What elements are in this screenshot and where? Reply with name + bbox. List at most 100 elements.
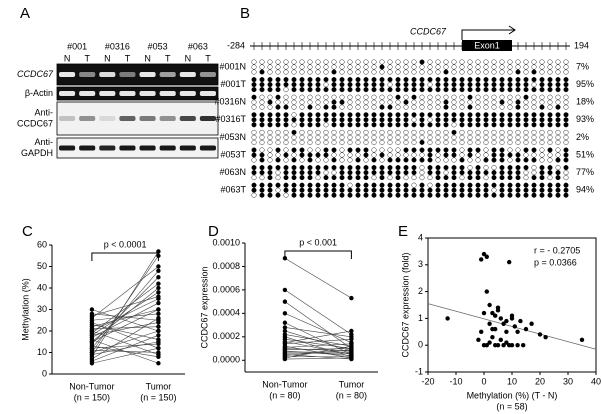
cpg-site — [259, 99, 265, 105]
pair-line — [284, 343, 352, 348]
cpg-site — [563, 59, 569, 65]
cpg-site — [315, 59, 321, 65]
point — [579, 337, 585, 343]
cpg-site — [507, 77, 513, 83]
cpg-site — [547, 99, 553, 105]
cpg-site — [283, 87, 289, 93]
gel-band — [179, 91, 196, 96]
cpg-site — [419, 170, 425, 176]
cpg-site — [403, 82, 409, 88]
cpg-site — [547, 129, 553, 135]
cpg-site — [539, 87, 545, 93]
cpg-site — [563, 87, 569, 93]
gel-row-label: CCDC67 — [17, 69, 54, 79]
cpg-site — [275, 187, 281, 193]
cpg-site — [339, 175, 345, 181]
gel-band — [119, 145, 136, 151]
y-tick-label: 0.0000 — [212, 355, 240, 365]
cpg-site — [307, 157, 313, 163]
cpg-site — [507, 147, 513, 153]
cpg-site — [475, 175, 481, 181]
lane-label: T — [125, 53, 131, 63]
cpg-site — [395, 104, 401, 110]
y-tick-label: 50 — [37, 261, 47, 271]
cpg-site — [467, 82, 473, 88]
methylation-row — [251, 165, 569, 181]
cpg-site — [491, 117, 497, 123]
cpg-site — [555, 187, 561, 193]
cpg-site — [475, 59, 481, 65]
cpg-site — [419, 182, 425, 188]
cpg-site — [499, 134, 505, 140]
cpg-site — [355, 170, 361, 176]
y-tick-label: 1 — [418, 313, 423, 323]
cpg-site — [403, 147, 409, 153]
cpg-site — [475, 122, 481, 128]
cpg-site — [459, 192, 465, 198]
point — [349, 336, 354, 342]
cpg-site — [531, 192, 537, 198]
cpg-site — [451, 122, 457, 128]
cpg-site — [411, 152, 417, 158]
cpg-site — [275, 122, 281, 128]
point — [156, 275, 161, 280]
cpg-site — [379, 104, 385, 110]
point — [445, 316, 450, 321]
cpg-site — [395, 192, 401, 198]
pair-line — [91, 322, 159, 336]
cpg-site — [427, 129, 433, 135]
cpg-site — [291, 59, 297, 65]
cpg-site — [459, 64, 465, 70]
point — [543, 334, 548, 340]
cpg-site — [251, 165, 257, 171]
pair-line — [284, 322, 352, 355]
cpg-site — [371, 59, 377, 65]
cpg-site — [395, 64, 401, 70]
cpg-site — [347, 87, 353, 93]
cpg-site — [435, 165, 441, 171]
cpg-site — [443, 64, 449, 70]
cpg-site — [491, 82, 497, 88]
annotation: p < 0.0001 — [104, 239, 147, 249]
x-tick-label: Tumor — [339, 379, 365, 389]
cpg-site — [499, 99, 505, 105]
cpg-site — [483, 117, 489, 123]
cpg-site — [323, 104, 329, 110]
cpg-site — [443, 187, 449, 193]
cpg-site — [275, 69, 281, 75]
cpg-site — [491, 64, 497, 70]
cpg-site — [347, 59, 353, 65]
cpg-site — [507, 99, 513, 105]
y-tick-label: 0 — [42, 368, 47, 378]
cpg-site — [267, 77, 273, 83]
percent-label: 94% — [576, 185, 594, 195]
cpg-site — [267, 182, 273, 188]
cpg-site — [507, 122, 513, 128]
cpg-site — [259, 87, 265, 93]
cpg-site — [331, 157, 337, 163]
cpg-site — [443, 175, 449, 181]
cpg-site — [355, 99, 361, 105]
cpg-site — [283, 152, 289, 158]
cpg-site — [435, 134, 441, 140]
cpg-site — [315, 87, 321, 93]
cpg-site — [507, 139, 513, 145]
cpg-site — [443, 157, 449, 163]
gel-band — [79, 116, 96, 121]
cpg-site — [291, 175, 297, 181]
cpg-site — [259, 182, 265, 188]
cpg-site — [459, 129, 465, 135]
cpg-site — [267, 192, 273, 198]
cpg-site — [379, 122, 385, 128]
cpg-site — [395, 112, 401, 118]
cpg-site — [331, 192, 337, 198]
pair-line — [91, 270, 159, 349]
cpg-site — [307, 187, 313, 193]
cpg-site — [427, 112, 433, 118]
cpg-site — [563, 82, 569, 88]
cpg-site — [379, 134, 385, 140]
cpg-site — [403, 64, 409, 70]
cpg-site — [523, 104, 529, 110]
cpg-site — [451, 165, 457, 171]
cpg-site — [499, 182, 505, 188]
